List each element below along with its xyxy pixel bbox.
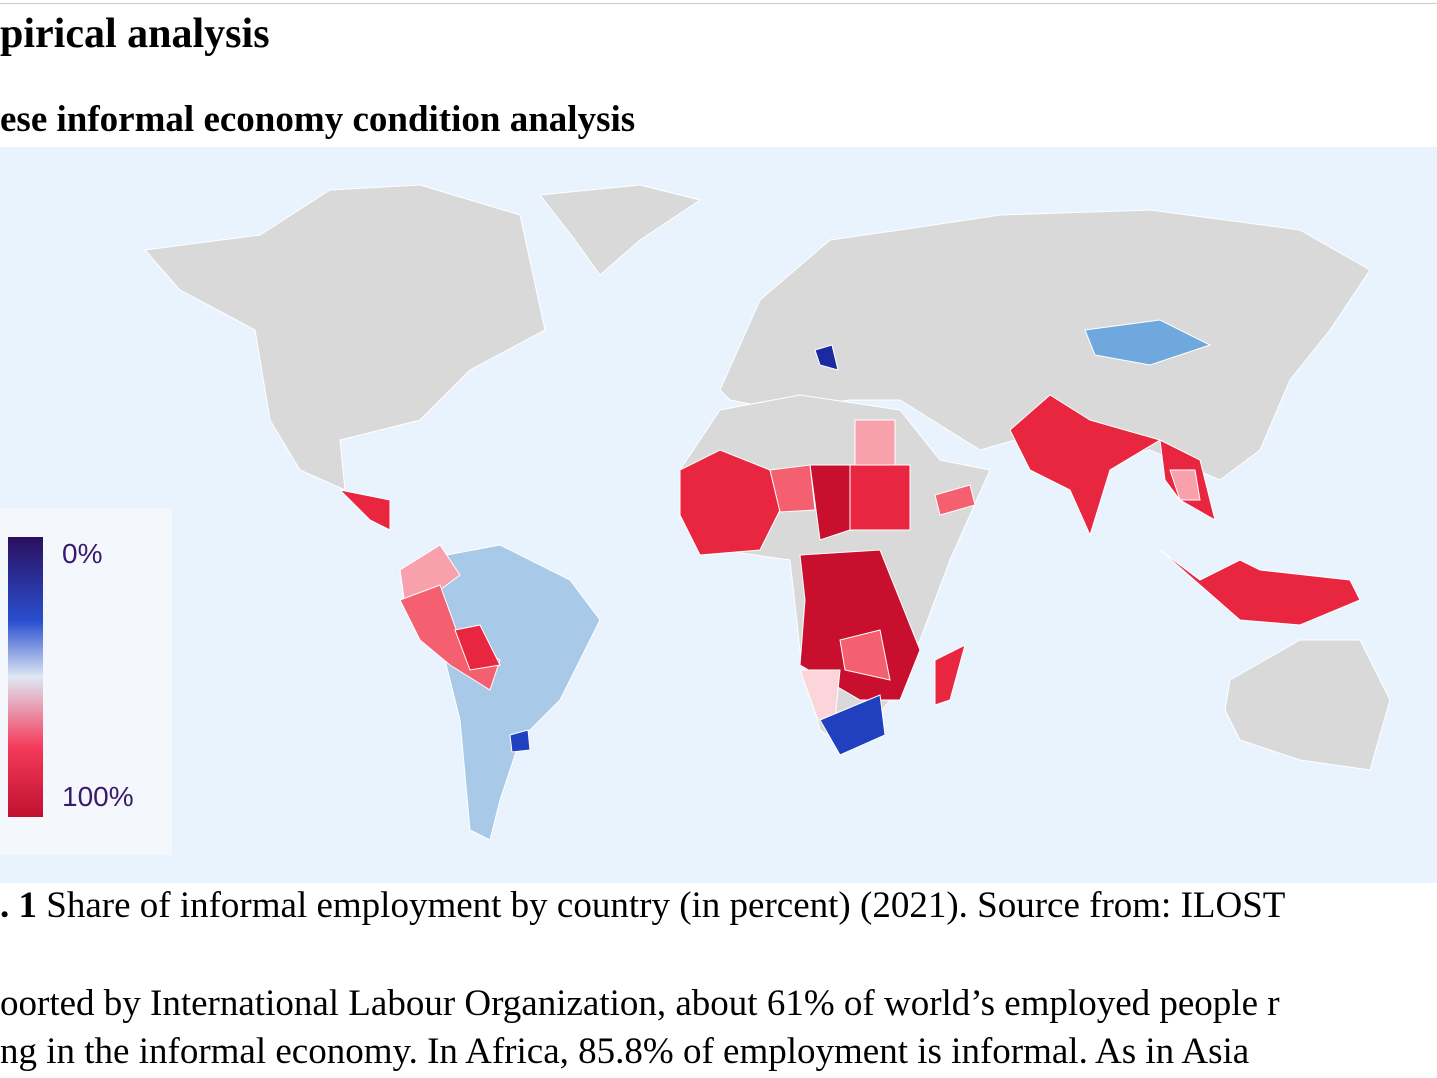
legend-gradient xyxy=(8,537,43,817)
caption-text: Share of informal employment by country … xyxy=(46,885,1286,926)
map: 0% 100% xyxy=(0,147,1437,883)
section-heading: pirical analysis xyxy=(0,11,270,57)
subsection-heading: ese informal economy condition analysis xyxy=(0,99,636,140)
top-rule xyxy=(0,3,1437,4)
paragraph-line: ng in the informal economy. In Africa, 8… xyxy=(0,1031,1250,1072)
caption-label: . 1 xyxy=(0,885,37,926)
country-shading xyxy=(338,319,1361,841)
figure-caption: . 1 Share of informal employment by coun… xyxy=(0,884,1285,927)
paragraph-line: oorted by International Labour Organizat… xyxy=(0,983,1280,1024)
legend-label: 100% xyxy=(62,781,134,812)
legend-label: 0% xyxy=(62,538,102,569)
